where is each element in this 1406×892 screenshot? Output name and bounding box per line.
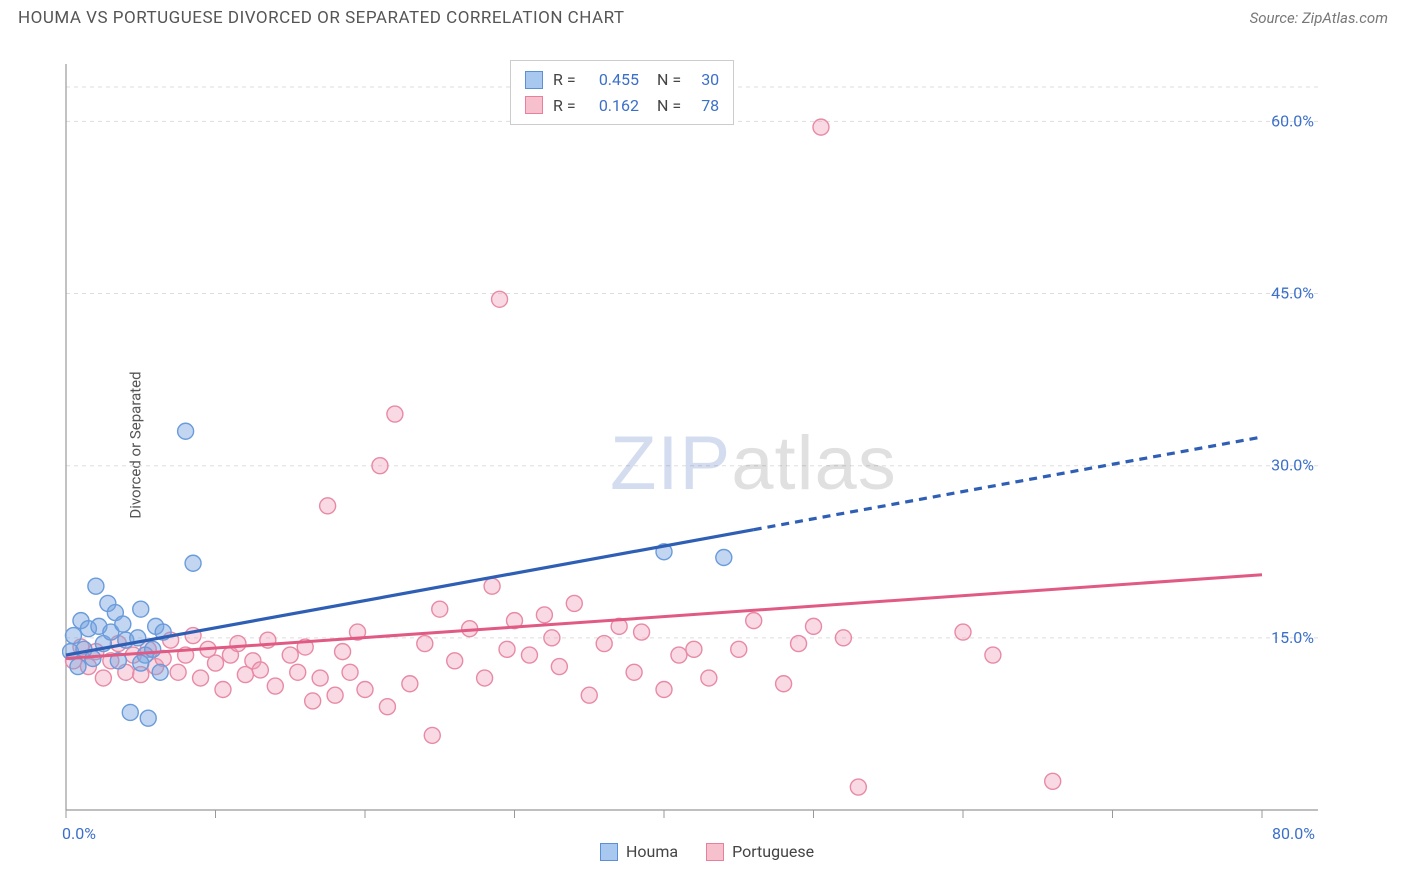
legend-r-value: 0.455 bbox=[591, 67, 639, 93]
legend-swatch bbox=[706, 843, 724, 861]
legend-stats: R = 0.455 N = 30 R = 0.162 N = 78 bbox=[510, 60, 734, 125]
source-label: Source: ZipAtlas.com bbox=[1250, 9, 1388, 27]
legend-r-label: R = bbox=[553, 67, 581, 93]
legend-series-label: Houma bbox=[626, 842, 678, 861]
legend-r-label: R = bbox=[553, 93, 581, 119]
legend-series-item: Portuguese bbox=[706, 842, 814, 861]
x-axis-min-label: 0.0% bbox=[62, 824, 96, 843]
legend-stats-row: R = 0.455 N = 30 bbox=[525, 67, 719, 93]
x-axis-max-label: 80.0% bbox=[1272, 824, 1315, 843]
legend-r-value: 0.162 bbox=[591, 93, 639, 119]
chart-area: Divorced or Separated 15.0%30.0%45.0%60.… bbox=[50, 50, 1360, 840]
legend-series: Houma Portuguese bbox=[600, 842, 814, 861]
svg-text:15.0%: 15.0% bbox=[1271, 628, 1314, 647]
legend-swatch bbox=[600, 843, 618, 861]
legend-swatch bbox=[525, 96, 543, 114]
legend-series-item: Houma bbox=[600, 842, 678, 861]
legend-n-label: N = bbox=[657, 93, 681, 119]
scatter-plot: 15.0% 30.0% 45.0% 60.0% bbox=[62, 58, 1322, 828]
svg-text:60.0%: 60.0% bbox=[1271, 111, 1314, 130]
legend-n-label: N = bbox=[657, 67, 681, 93]
legend-series-label: Portuguese bbox=[732, 842, 814, 861]
svg-text:45.0%: 45.0% bbox=[1271, 284, 1314, 303]
chart-title: HOUMA VS PORTUGUESE DIVORCED OR SEPARATE… bbox=[18, 8, 625, 28]
legend-stats-row: R = 0.162 N = 78 bbox=[525, 93, 719, 119]
svg-text:30.0%: 30.0% bbox=[1271, 456, 1314, 475]
legend-n-value: 78 bbox=[691, 93, 719, 119]
legend-n-value: 30 bbox=[691, 67, 719, 93]
legend-swatch bbox=[525, 71, 543, 89]
